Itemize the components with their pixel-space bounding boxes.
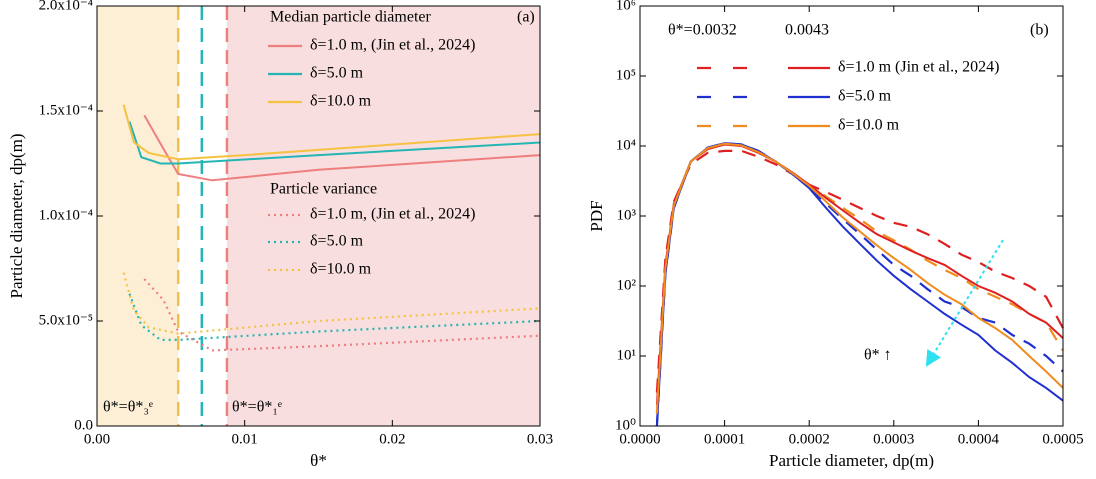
y-tick-label: 10⁵ [616,67,636,83]
legend-header: Median particle diameter [270,9,431,26]
y-tick-label: 10⁴ [616,137,636,153]
series-line [122,104,541,161]
series-line [655,149,1064,393]
legend-label: δ=10.0 m [838,117,900,134]
y-tick-label: 5.0x10⁻⁵ [39,312,93,328]
x-tick-label: 0.0001 [704,431,745,447]
legend-label: δ=10.0 m [310,261,372,278]
x-tick-label: 0.0004 [958,431,1000,447]
x-tick-label: 0.0000 [619,431,660,447]
y-tick-label: 0.0 [74,417,93,433]
legend-label: δ=1.0 m, (Jin et al., 2024) [310,206,475,223]
series-line [655,142,1064,414]
legend-header: Particle variance [270,181,377,198]
x-tick-label: 0.02 [379,431,405,447]
legend-header: θ*=0.0032 [668,22,737,39]
series-line [655,142,1064,414]
y-tick-label: 1.0x10⁻⁴ [39,207,93,223]
y-tick-label: 2.0x10⁻⁴ [39,0,93,13]
annotation: θ*=θ*₃ᵉ [103,399,153,416]
legend-header: 0.0043 [785,22,829,39]
y-tick-label: 1.5x10⁻⁴ [39,102,93,118]
legend-label: δ=5.0 m [838,88,892,105]
region [226,6,541,426]
series-line [655,141,1064,427]
y-tick-label: 10⁰ [615,417,636,433]
x-tick-label: 0.03 [527,431,553,447]
y-tick-label: 10³ [617,207,637,223]
x-tick-label: 0.0005 [1042,431,1083,447]
x-tick-label: 0.00 [84,431,110,447]
annotation: θ* ↑ [864,347,892,364]
y-tick-label: 10¹ [617,347,637,363]
x-axis-label: θ* [310,451,327,470]
series-line [128,293,541,341]
x-tick-label: 0.01 [232,431,258,447]
region [97,6,179,426]
y-tick-label: 10² [617,277,637,293]
legend-label: δ=5.0 m [310,233,364,250]
series-line [143,114,541,182]
annotation: (a) [517,9,535,26]
annotation: θ*=θ*₁ᵉ [232,399,282,416]
legend-label: δ=1.0 m, (Jin et al., 2024) [310,37,475,54]
series-line [655,142,1064,427]
legend-label: δ=5.0 m [310,65,364,82]
x-tick-label: 0.0002 [789,431,830,447]
x-tick-label: 0.0003 [873,431,914,447]
series-line [128,121,541,165]
y-tick-label: 10⁶ [616,0,636,13]
x-axis-label: Particle diameter, dp(m) [769,451,934,470]
legend-label: δ=10.0 m [310,93,372,110]
annotation: (b) [1030,22,1049,39]
y-axis-label: Particle diameter, dp(m) [7,133,26,298]
legend-label: δ=1.0 m (Jin et al., 2024) [838,59,999,76]
y-axis-label: PDF [587,200,606,231]
